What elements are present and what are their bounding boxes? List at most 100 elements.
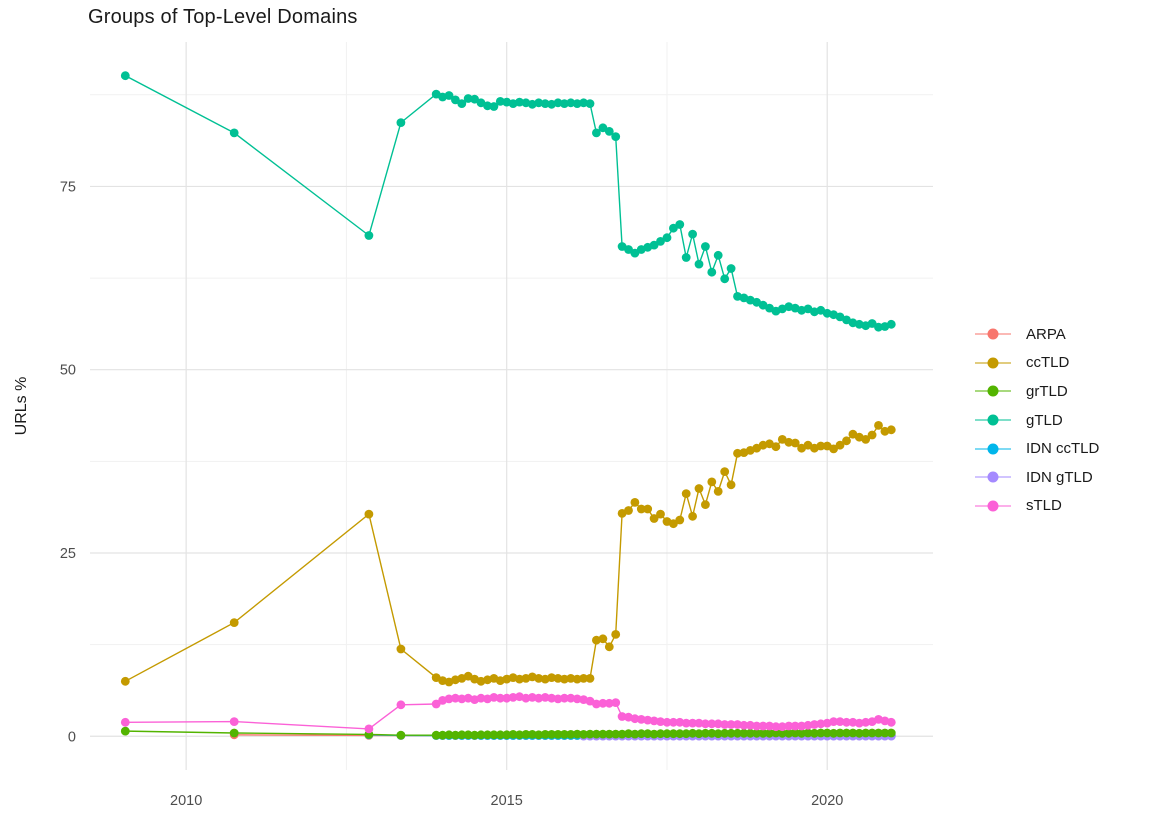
data-point	[630, 498, 640, 507]
data-point	[771, 442, 781, 452]
data-point	[656, 729, 665, 739]
data-point	[444, 91, 454, 100]
data-point	[777, 722, 787, 732]
data-point	[534, 98, 544, 108]
data-point	[822, 728, 832, 738]
data-point	[611, 729, 621, 739]
data-point	[758, 721, 768, 731]
data-point	[495, 693, 505, 703]
data-point	[547, 693, 556, 703]
data-point	[874, 322, 883, 332]
data-point	[701, 500, 710, 509]
legend-key-icon	[975, 328, 1011, 340]
data-point	[810, 720, 819, 729]
data-point	[720, 720, 730, 729]
data-point	[649, 514, 659, 523]
data-point	[810, 728, 819, 738]
data-point	[553, 730, 563, 739]
data-point	[444, 730, 454, 740]
data-point	[630, 729, 640, 739]
data-point	[451, 693, 460, 703]
data-point	[483, 101, 492, 111]
data-point	[688, 229, 697, 239]
data-point	[784, 721, 794, 731]
data-point	[560, 730, 569, 739]
data-point	[707, 728, 717, 738]
data-point	[861, 435, 871, 444]
data-point	[502, 693, 512, 703]
data-point	[765, 728, 774, 738]
data-point	[515, 674, 524, 684]
data-point	[848, 717, 858, 727]
data-point	[553, 674, 563, 683]
data-point	[598, 634, 608, 644]
data-point	[624, 506, 633, 515]
data-point	[835, 728, 845, 738]
data-point	[694, 718, 704, 728]
data-point	[604, 126, 614, 136]
data-point	[656, 509, 665, 519]
legend-item-stld: sTLD	[975, 492, 1099, 521]
data-point	[508, 693, 518, 702]
data-point	[681, 729, 691, 739]
data-point	[777, 728, 787, 738]
data-point	[675, 717, 685, 727]
legend-key-icon	[975, 414, 1011, 426]
data-point	[662, 717, 672, 727]
data-point	[880, 728, 890, 738]
data-point	[508, 730, 518, 739]
data-point	[649, 716, 659, 726]
data-point	[547, 730, 556, 739]
data-point	[790, 728, 800, 738]
legend-label: ARPA	[1026, 325, 1066, 343]
legend-label: IDN ccTLD	[1026, 440, 1100, 458]
data-point	[726, 480, 736, 490]
x-tick-label: 2015	[491, 793, 523, 809]
data-point	[733, 448, 742, 458]
legend-item-idn-cctld: IDN ccTLD	[975, 434, 1099, 463]
data-point	[752, 721, 762, 731]
data-point	[364, 231, 374, 240]
data-point	[617, 729, 627, 739]
data-point	[229, 128, 239, 138]
data-point	[540, 99, 550, 108]
legend-key-dot	[987, 471, 999, 483]
data-point	[604, 729, 614, 739]
data-point	[771, 722, 781, 732]
data-point	[726, 720, 736, 729]
data-point	[720, 467, 730, 476]
data-point	[739, 728, 749, 738]
data-point	[720, 274, 730, 284]
data-point	[534, 693, 544, 703]
data-point	[579, 98, 588, 108]
data-point	[720, 728, 730, 738]
data-point	[636, 729, 646, 739]
data-point	[816, 728, 826, 738]
legend-label: gTLD	[1026, 411, 1063, 429]
data-point	[572, 694, 582, 704]
data-point	[656, 237, 665, 246]
data-point	[848, 728, 858, 738]
data-point	[534, 674, 544, 683]
data-point	[572, 99, 582, 108]
data-point	[842, 717, 851, 727]
legend-label: IDN gTLD	[1026, 468, 1093, 486]
data-point	[540, 693, 550, 702]
data-point	[816, 719, 826, 729]
data-point	[120, 726, 130, 736]
data-point	[790, 438, 800, 448]
legend-key-icon	[975, 443, 1011, 455]
data-point	[592, 128, 601, 138]
data-point	[662, 729, 672, 739]
data-point	[662, 233, 672, 243]
data-point	[636, 504, 646, 514]
data-point	[592, 699, 601, 709]
data-point	[739, 720, 749, 730]
data-point	[470, 94, 479, 104]
data-point	[611, 630, 621, 639]
data-point	[861, 728, 871, 738]
data-point	[604, 698, 614, 708]
data-point	[431, 730, 441, 740]
y-axis-title: URLs %	[13, 376, 30, 436]
data-point	[835, 717, 845, 726]
